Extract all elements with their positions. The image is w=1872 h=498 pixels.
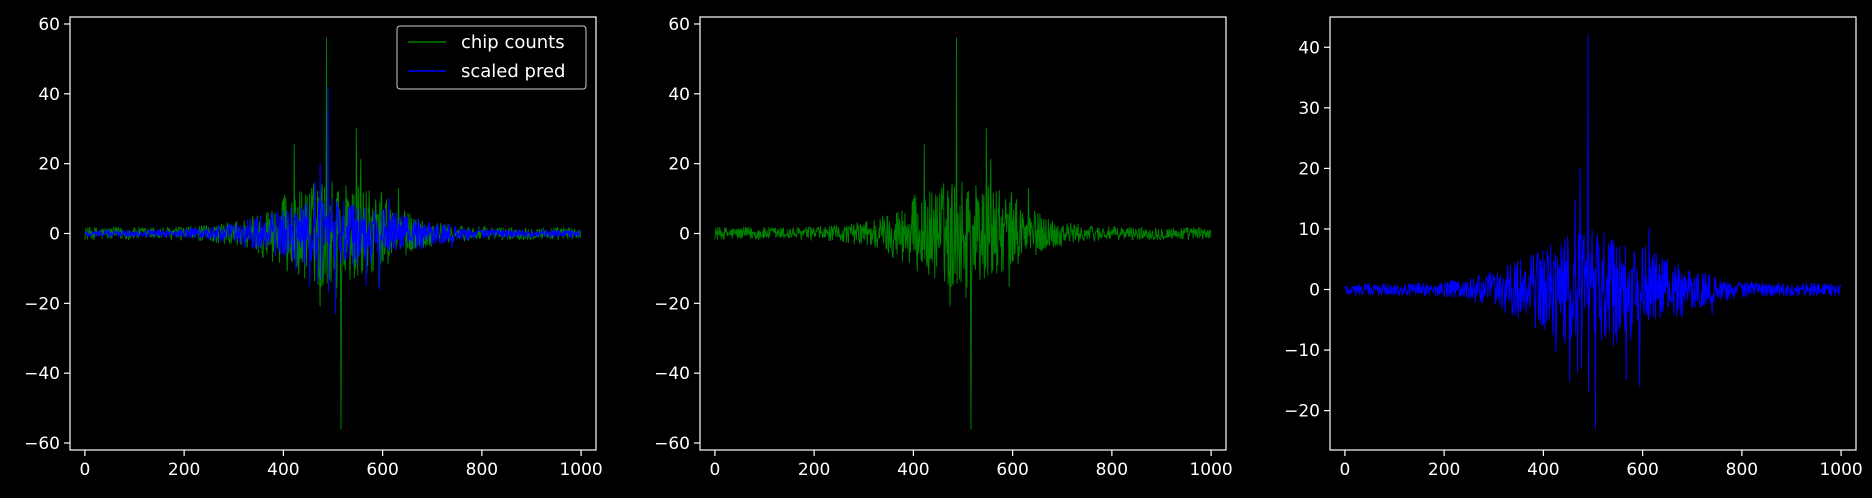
legend-label-chip-counts: chip counts	[461, 32, 565, 53]
y-tick-label: 0	[49, 225, 60, 245]
x-tick-label: 0	[709, 460, 720, 480]
y-tick-label: 40	[668, 85, 690, 105]
y-tick-label: 0	[679, 225, 690, 245]
y-tick-label: −20	[654, 294, 690, 314]
x-axis-ticks: 0 200 400 600 800 1000	[709, 450, 1233, 480]
x-tick-label: 600	[996, 460, 1028, 480]
y-tick-label: 30	[1298, 99, 1320, 119]
y-tick-label: 20	[1298, 159, 1320, 179]
series-line-series-0	[1344, 34, 1842, 430]
x-tick-label: 800	[1726, 460, 1758, 480]
legend: chip counts scaled pred	[396, 25, 587, 90]
y-tick-label: −20	[1284, 402, 1320, 422]
series-line-series-0	[714, 37, 1212, 430]
x-axis-ticks: 0 200 400 600 800 1000	[1339, 450, 1863, 480]
chart-panel-scaled-pred: 0 200 400 600 800 1000 −20 −10 0 10 20 30 40	[1284, 16, 1863, 480]
chart-panel-combined: 0 200 400 600 800 1000 −60 −40 −20 0 20 40 60 chip …	[24, 15, 603, 480]
series-line-scaled-pred	[84, 86, 582, 315]
x-tick-label: 200	[798, 460, 830, 480]
y-tick-label: 40	[38, 85, 60, 105]
x-tick-label: 1000	[559, 460, 602, 480]
y-axis-ticks: −60 −40 −20 0 20 40 60	[654, 15, 700, 454]
x-tick-label: 400	[267, 460, 299, 480]
y-tick-label: 10	[1298, 220, 1320, 240]
x-tick-label: 1000	[1189, 460, 1232, 480]
legend-label-scaled-pred: scaled pred	[461, 61, 565, 82]
y-tick-label: −20	[24, 294, 60, 314]
x-tick-label: 200	[1428, 460, 1460, 480]
y-tick-label: 0	[1309, 281, 1320, 301]
x-tick-label: 200	[168, 460, 200, 480]
x-tick-label: 600	[1626, 460, 1658, 480]
series-layer	[1344, 34, 1842, 430]
y-tick-label: 40	[1298, 38, 1320, 58]
x-tick-label: 0	[1339, 460, 1350, 480]
y-axis-ticks: −60 −40 −20 0 20 40 60	[24, 15, 70, 454]
y-tick-label: 20	[38, 155, 60, 175]
y-tick-label: −40	[654, 364, 690, 384]
plot-frame	[1329, 16, 1857, 451]
x-axis-ticks: 0 200 400 600 800 1000	[79, 450, 603, 480]
series-layer	[714, 37, 1212, 430]
series-layer	[84, 37, 582, 430]
x-tick-label: 800	[1096, 460, 1128, 480]
x-tick-label: 800	[466, 460, 498, 480]
x-tick-label: 400	[1527, 460, 1559, 480]
chart-panel-chip-counts: 0 200 400 600 800 1000 −60 −40 −20 0 20 40 60	[654, 15, 1233, 480]
y-tick-label: −60	[24, 434, 60, 454]
y-tick-label: −40	[24, 364, 60, 384]
x-tick-label: 1000	[1819, 460, 1862, 480]
y-tick-label: −60	[654, 434, 690, 454]
x-tick-label: 400	[897, 460, 929, 480]
x-tick-label: 0	[79, 460, 90, 480]
y-axis-ticks: −20 −10 0 10 20 30 40	[1284, 38, 1330, 422]
y-tick-label: −10	[1284, 341, 1320, 361]
y-tick-label: 20	[668, 155, 690, 175]
x-tick-label: 600	[366, 460, 398, 480]
y-tick-label: 60	[668, 15, 690, 35]
y-tick-label: 60	[38, 15, 60, 35]
